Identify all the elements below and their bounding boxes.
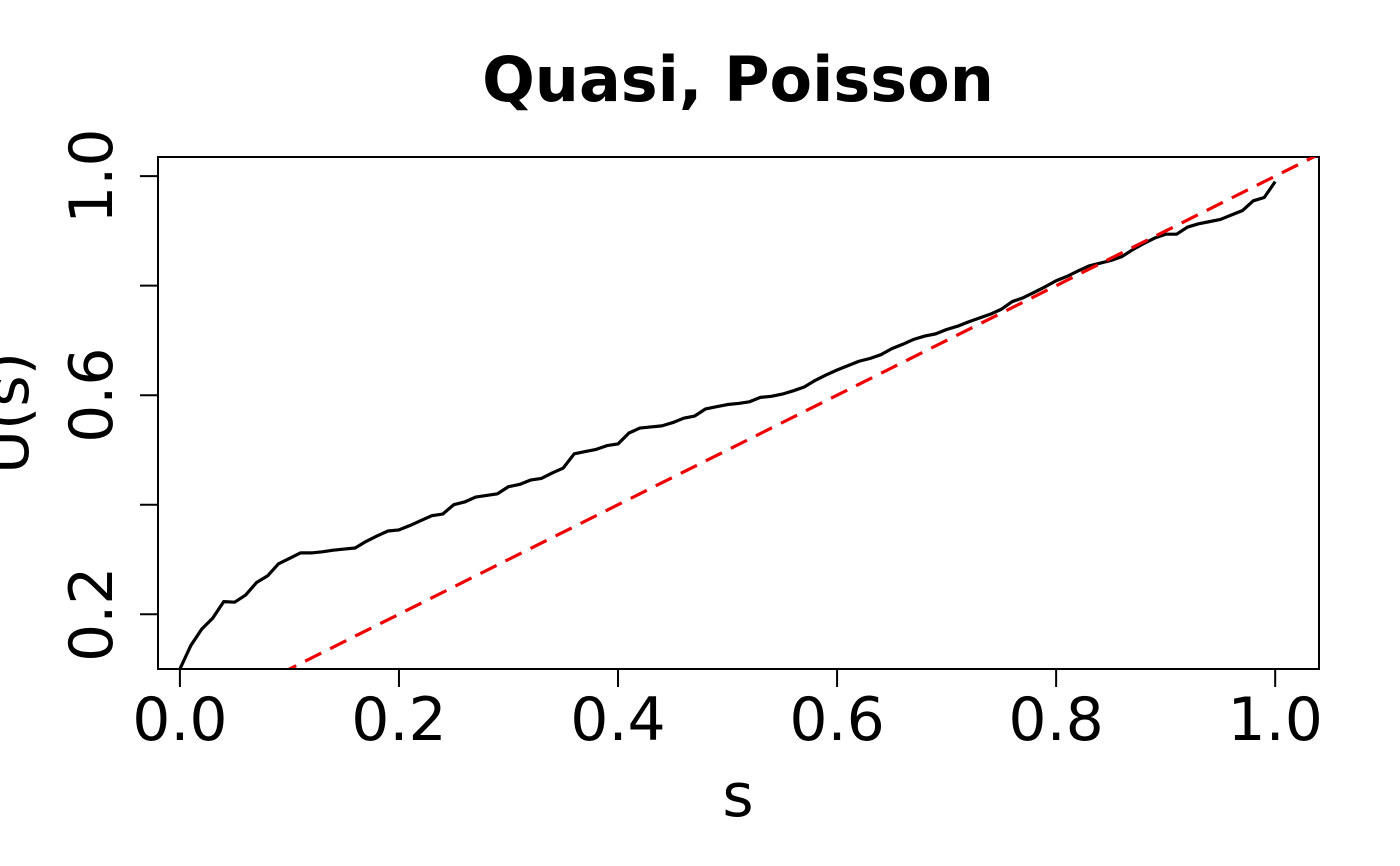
y-tick-label: 0.6 xyxy=(57,347,127,442)
series-line xyxy=(178,180,1277,669)
x-tick-label: 0.6 xyxy=(789,685,884,755)
x-tick-label: 0.0 xyxy=(132,685,227,755)
y-tick-label: 1.0 xyxy=(57,128,127,223)
y-tick-label: 0.2 xyxy=(57,567,127,662)
reference-line xyxy=(285,157,1318,669)
x-tick-label: 0.4 xyxy=(570,685,665,755)
x-tick-label: 1.0 xyxy=(1227,685,1322,755)
chart-title: Quasi, Poisson xyxy=(482,43,994,116)
x-axis-label: s xyxy=(722,761,753,831)
plot-lines xyxy=(178,157,1318,669)
plot-frame xyxy=(157,156,1320,670)
y-axis-label: U(s) xyxy=(0,352,43,474)
y-axis: 0.2 0.6 1.0 xyxy=(57,128,159,662)
x-tick-label: 0.8 xyxy=(1008,685,1103,755)
x-tick-label: 0.2 xyxy=(351,685,446,755)
x-axis: 0.0 0.2 0.4 0.6 0.8 1.0 xyxy=(132,668,1323,755)
